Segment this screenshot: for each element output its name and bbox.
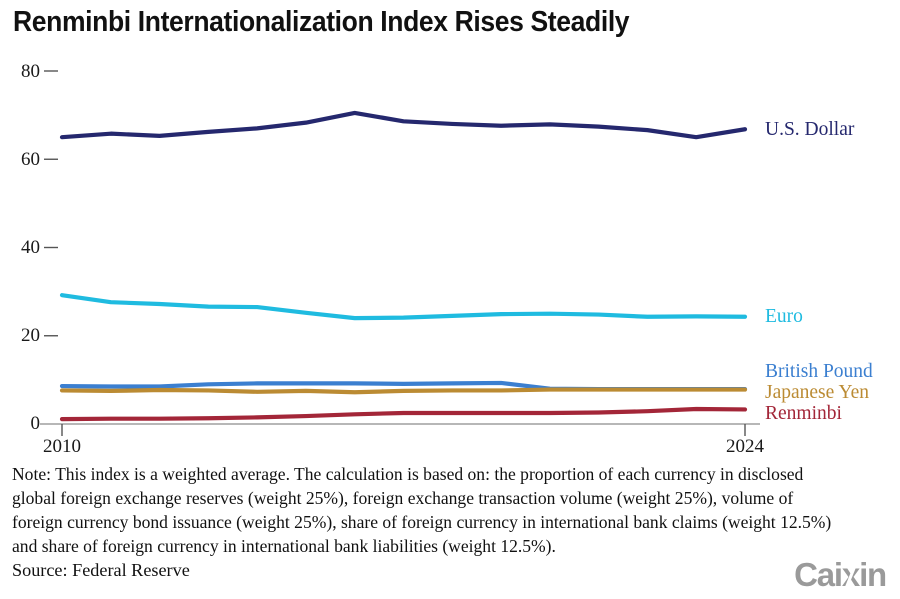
series-line-renminbi: [59, 406, 748, 422]
series-label-renminbi: Renminbi: [765, 403, 842, 424]
xtick-label-2010: 2010: [43, 436, 81, 457]
series-label-british-pound: British Pound: [765, 361, 873, 382]
series-label-euro: Euro: [765, 306, 803, 327]
axis-group: [40, 70, 760, 436]
series-line-japanese-yen: [59, 387, 748, 395]
logo-text-before: Cai: [794, 556, 843, 593]
plot-area: 80 60 40 20 0 2010 2024 U.S. Dollar Euro…: [0, 52, 900, 457]
logo-text-after: in: [859, 556, 887, 593]
ytick-label-80: 80: [21, 61, 40, 82]
series-line-u-s-dollar: [59, 110, 748, 140]
series-line-euro: [59, 293, 748, 321]
ytick-label-40: 40: [21, 237, 40, 258]
ytick-label-20: 20: [21, 325, 40, 346]
series-label-japanese-yen: Japanese Yen: [765, 382, 869, 403]
chart-note: Note: This index is a weighted average. …: [12, 464, 832, 556]
series-label-us-dollar: U.S. Dollar: [765, 119, 855, 140]
series-lines-group: [59, 110, 748, 422]
page-title: Renminbi Internationalization Index Rise…: [13, 6, 630, 38]
ytick-label-0: 0: [30, 413, 41, 434]
logo-text-slash: x: [841, 556, 860, 593]
ytick-label-60: 60: [21, 149, 40, 170]
line-chart-svg: [40, 70, 760, 436]
xtick-label-2024: 2024: [726, 436, 764, 457]
chart-source: Source: Federal Reserve: [12, 560, 190, 580]
caixin-logo: Caixin: [794, 556, 887, 594]
